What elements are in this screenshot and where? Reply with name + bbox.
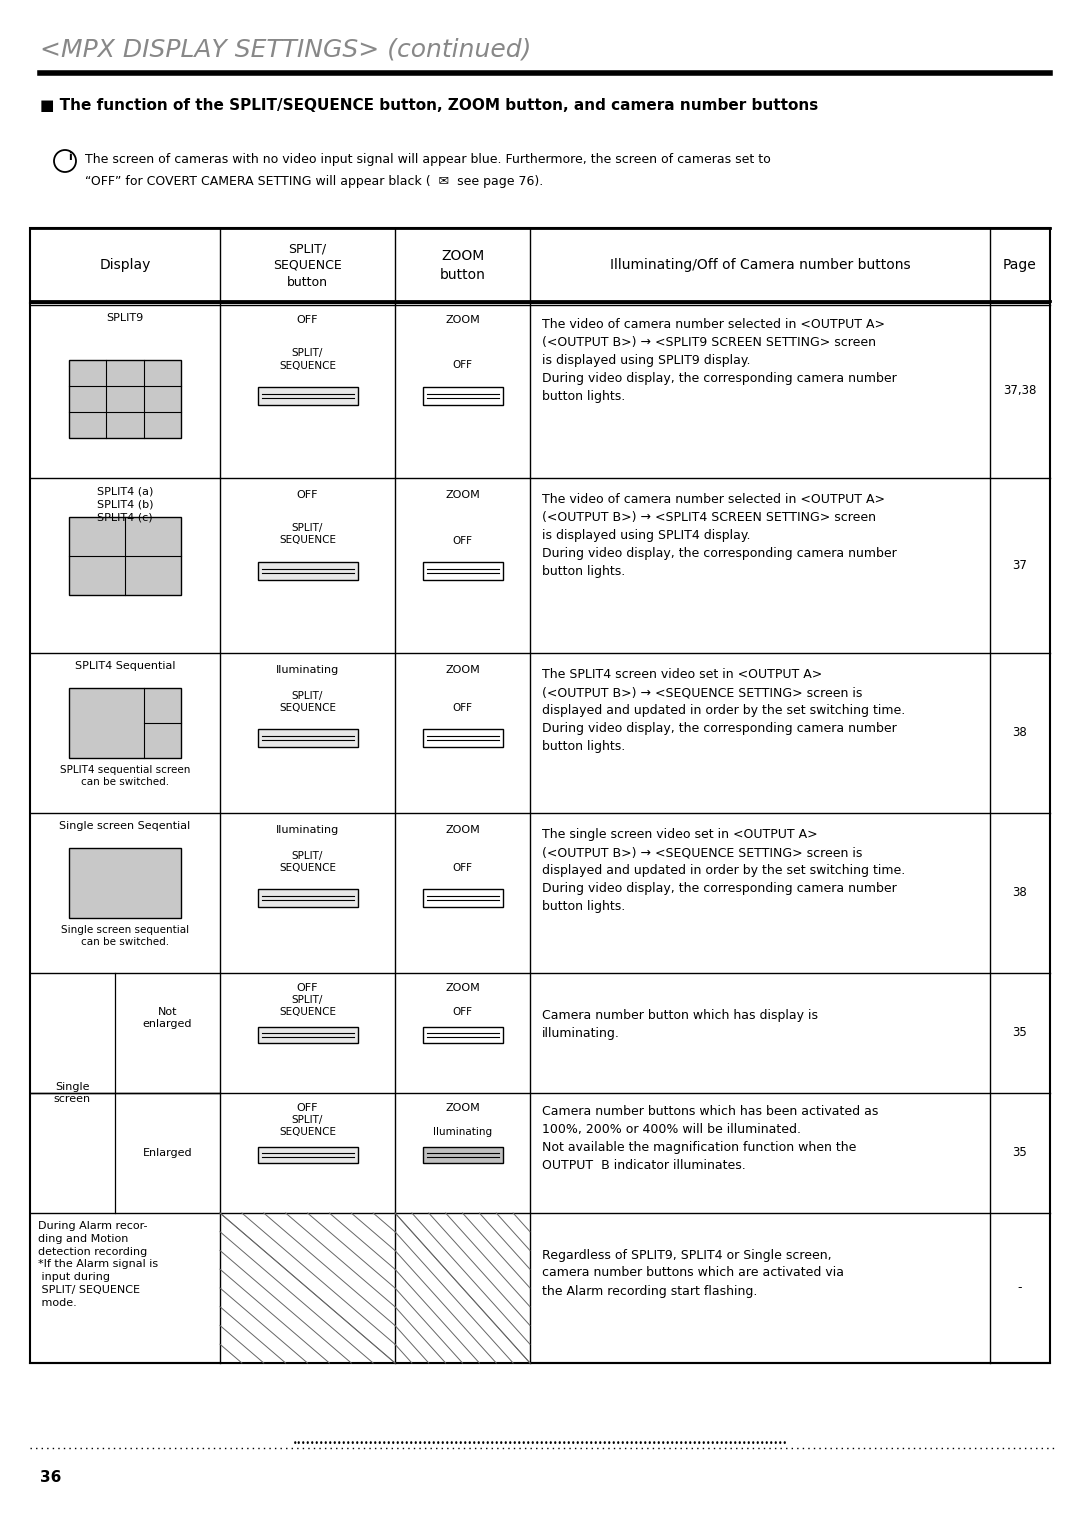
Text: Single
screen: Single screen (53, 1082, 91, 1105)
Text: SPLIT/
SEQUENCE: SPLIT/ SEQUENCE (279, 995, 336, 1018)
Text: OFF: OFF (297, 315, 319, 325)
Text: Single screen Seqential: Single screen Seqential (59, 821, 191, 831)
Text: ■ The function of the SPLIT/SEQUENCE button, ZOOM button, and camera number butt: ■ The function of the SPLIT/SEQUENCE but… (40, 98, 819, 113)
Text: OFF: OFF (453, 535, 473, 545)
Bar (257, 1148, 357, 1163)
Text: OFF: OFF (297, 1103, 319, 1112)
Text: Iluminating: Iluminating (275, 665, 339, 675)
Text: Display: Display (99, 258, 151, 272)
Text: 35: 35 (1013, 1146, 1027, 1160)
Text: SPLIT/
SEQUENCE
button: SPLIT/ SEQUENCE button (273, 241, 342, 289)
Text: Not
enlarged: Not enlarged (143, 1007, 192, 1030)
Bar (69, 359, 181, 437)
Bar (422, 561, 502, 579)
Text: Illuminating/Off of Camera number buttons: Illuminating/Off of Camera number button… (610, 258, 910, 272)
Text: ZOOM
button: ZOOM button (440, 249, 485, 281)
Bar (257, 387, 357, 405)
Bar (257, 561, 357, 579)
Text: 36: 36 (40, 1470, 62, 1485)
Text: 35: 35 (1013, 1027, 1027, 1039)
Text: During Alarm recor-
ding and Motion
detection recording
*If the Alarm signal is
: During Alarm recor- ding and Motion dete… (38, 1221, 158, 1308)
Text: ZOOM: ZOOM (445, 983, 480, 993)
Text: ZOOM: ZOOM (445, 1103, 480, 1112)
Bar (69, 516, 181, 594)
Text: OFF: OFF (297, 983, 319, 993)
Bar (257, 889, 357, 908)
Bar (257, 729, 357, 747)
Text: SPLIT/
SEQUENCE: SPLIT/ SEQUENCE (279, 348, 336, 370)
Text: SPLIT/
SEQUENCE: SPLIT/ SEQUENCE (279, 691, 336, 714)
Text: Regardless of SPLIT9, SPLIT4 or Single screen,
camera number buttons which are a: Regardless of SPLIT9, SPLIT4 or Single s… (542, 1248, 843, 1297)
Bar (30, 228, 1050, 1363)
Text: Camera number button which has display is
illuminating.: Camera number button which has display i… (542, 1010, 818, 1041)
Text: ZOOM: ZOOM (445, 665, 480, 675)
Text: 38: 38 (1013, 726, 1027, 740)
Text: ••••••••••••••••••••••••••••••••••••••••••••••••••••••••••••••••••••••••••••••••: ••••••••••••••••••••••••••••••••••••••••… (293, 1438, 787, 1447)
Text: <MPX DISPLAY SETTINGS> (continued): <MPX DISPLAY SETTINGS> (continued) (40, 38, 531, 63)
Text: SPLIT4 (a)
SPLIT4 (b)
SPLIT4 (c): SPLIT4 (a) SPLIT4 (b) SPLIT4 (c) (97, 486, 153, 523)
Text: SPLIT4 sequential screen
can be switched.: SPLIT4 sequential screen can be switched… (59, 766, 190, 787)
Text: ZOOM: ZOOM (445, 490, 480, 500)
Text: Page: Page (1003, 258, 1037, 272)
Text: Camera number buttons which has been activated as
100%, 200% or 400% will be ill: Camera number buttons which has been act… (542, 1105, 878, 1172)
Text: SPLIT4 Sequential: SPLIT4 Sequential (75, 662, 175, 671)
Bar (422, 387, 502, 405)
Bar (422, 889, 502, 908)
Text: The screen of cameras with no video input signal will appear blue. Furthermore, : The screen of cameras with no video inpu… (85, 153, 771, 167)
Text: Iluminating: Iluminating (275, 825, 339, 834)
Text: OFF: OFF (453, 863, 473, 872)
Text: OFF: OFF (453, 361, 473, 370)
Text: SPLIT/
SEQUENCE: SPLIT/ SEQUENCE (279, 523, 336, 545)
Bar (422, 729, 502, 747)
Text: 37,38: 37,38 (1003, 384, 1037, 397)
Bar (257, 1027, 357, 1044)
Text: ZOOM: ZOOM (445, 315, 480, 325)
Bar (220, 1213, 395, 1363)
Bar (422, 1027, 502, 1044)
Bar (395, 1213, 530, 1363)
Text: SPLIT/
SEQUENCE: SPLIT/ SEQUENCE (279, 1114, 336, 1137)
Bar (422, 1148, 502, 1163)
Text: OFF: OFF (453, 1007, 473, 1018)
Text: SPLIT9: SPLIT9 (106, 313, 144, 322)
Text: OFF: OFF (297, 490, 319, 500)
Text: Iluminating: Iluminating (433, 1128, 492, 1137)
Text: The SPLIT4 screen video set in <OUTPUT A>
(<OUTPUT B>) → <SEQUENCE SETTING> scre: The SPLIT4 screen video set in <OUTPUT A… (542, 668, 905, 753)
Text: 38: 38 (1013, 886, 1027, 900)
Text: Single screen sequential
can be switched.: Single screen sequential can be switched… (60, 924, 189, 947)
Text: The video of camera number selected in <OUTPUT A>
(<OUTPUT B>) → <SPLIT4 SCREEN : The video of camera number selected in <… (542, 494, 896, 578)
Text: The single screen video set in <OUTPUT A>
(<OUTPUT B>) → <SEQUENCE SETTING> scre: The single screen video set in <OUTPUT A… (542, 828, 905, 914)
Text: SPLIT/
SEQUENCE: SPLIT/ SEQUENCE (279, 851, 336, 872)
Bar (69, 688, 181, 758)
Text: ZOOM: ZOOM (445, 825, 480, 834)
Text: i: i (68, 151, 72, 162)
Text: “OFF” for COVERT CAMERA SETTING will appear black (  ✉  see page 76).: “OFF” for COVERT CAMERA SETTING will app… (85, 176, 543, 188)
Text: The video of camera number selected in <OUTPUT A>
(<OUTPUT B>) → <SPLIT9 SCREEN : The video of camera number selected in <… (542, 318, 896, 403)
Text: -: - (1017, 1282, 1023, 1294)
Text: 37: 37 (1013, 559, 1027, 571)
Text: Enlarged: Enlarged (143, 1148, 192, 1158)
Bar (69, 848, 181, 918)
Text: OFF: OFF (453, 703, 473, 714)
